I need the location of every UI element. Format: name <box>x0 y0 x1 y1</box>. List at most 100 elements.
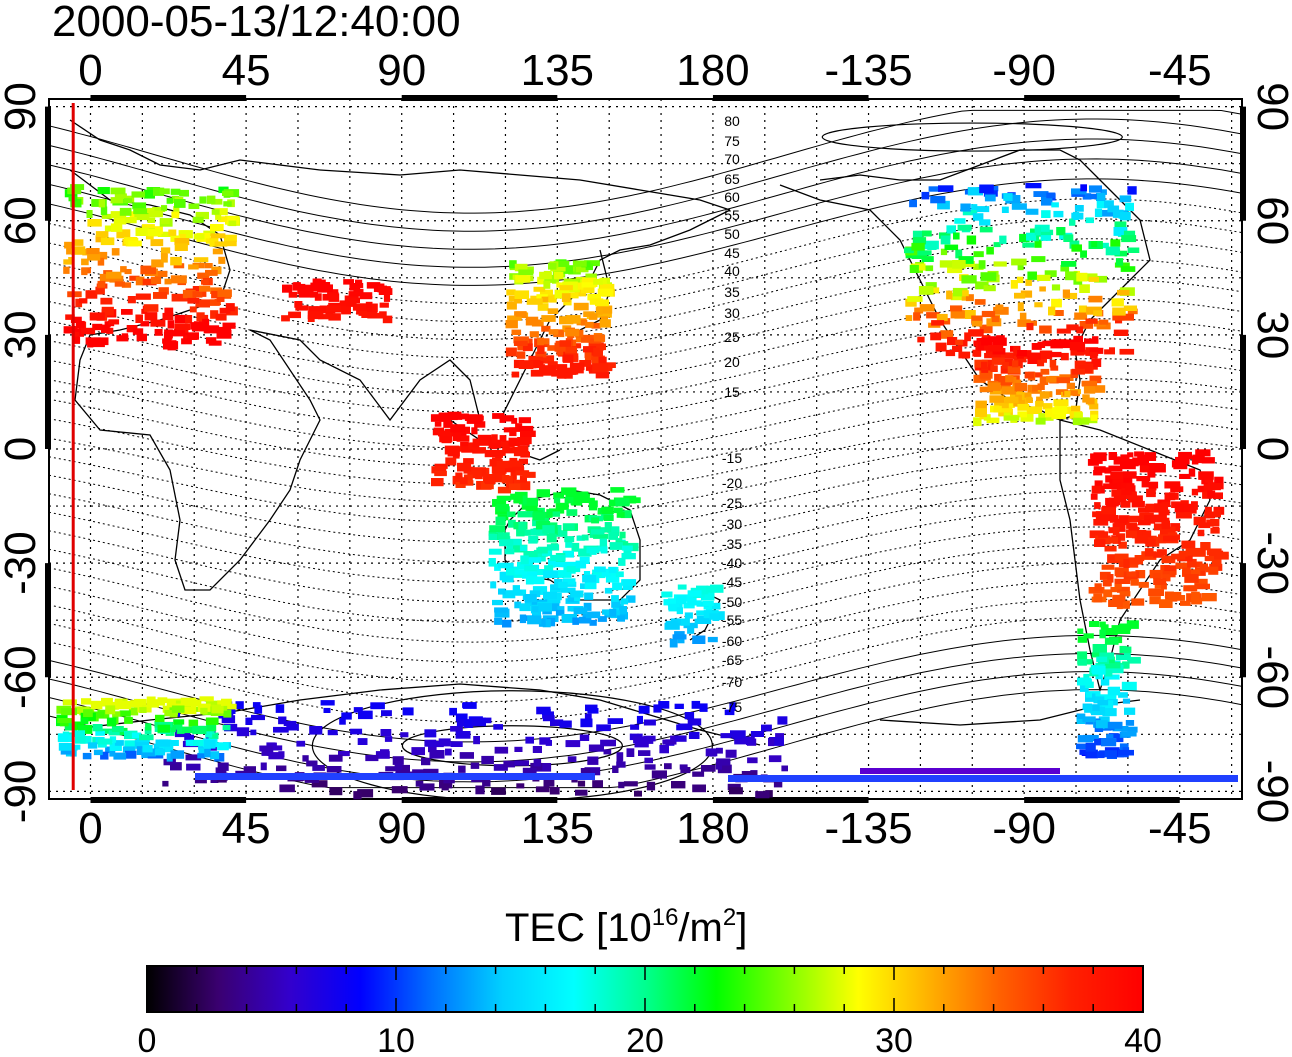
tec-cell <box>566 509 578 516</box>
tec-cell <box>353 707 363 713</box>
tec-cell <box>478 436 493 446</box>
tec-cell <box>105 271 122 279</box>
tec-cell <box>1153 552 1164 558</box>
tec-cell <box>383 294 391 302</box>
tec-cell <box>716 758 731 766</box>
tec-cell <box>1118 313 1134 321</box>
tec-cell <box>1191 456 1199 465</box>
tec-cell <box>989 395 1005 403</box>
tec-cell <box>1073 279 1083 285</box>
tec-cell <box>116 700 132 710</box>
tec-cell <box>626 748 635 757</box>
left-axis-label: -90 <box>0 760 45 824</box>
tec-cell <box>455 472 463 479</box>
tec-cell <box>683 595 697 602</box>
tec-cell <box>661 591 673 598</box>
tec-cell <box>727 783 741 791</box>
tec-cell <box>1077 636 1088 643</box>
tec-cell <box>524 594 537 603</box>
tec-cell <box>513 336 529 344</box>
tec-cell <box>250 729 257 736</box>
tec-cell <box>200 707 208 715</box>
tec-cell <box>1107 205 1120 213</box>
tec-cell <box>168 229 177 236</box>
tec-cell <box>160 218 170 224</box>
tec-cell <box>75 320 85 329</box>
tec-cell <box>110 211 127 219</box>
tec-cell <box>1066 382 1075 389</box>
tec-cell <box>384 736 393 742</box>
tec-cell <box>514 760 529 766</box>
tec-cell <box>684 712 695 720</box>
tec-cell <box>1078 305 1087 313</box>
tec-cell <box>514 601 522 609</box>
tec-cell <box>500 415 515 422</box>
tec-cell <box>171 293 188 302</box>
tec-cell <box>1092 644 1107 653</box>
tec-cell <box>224 234 237 242</box>
tec-cell <box>411 747 425 756</box>
tec-cell <box>190 739 204 747</box>
tec-cell <box>1004 396 1019 404</box>
tec-cell <box>687 718 702 726</box>
tec-cell <box>1018 392 1032 400</box>
tec-cell <box>1089 403 1099 410</box>
tec-cell <box>471 717 486 727</box>
tec-cell <box>1035 400 1044 407</box>
tec-cell <box>174 238 190 246</box>
colorbar-tick-label: 30 <box>875 1022 913 1057</box>
tec-cell <box>974 299 986 305</box>
tec-cell <box>492 599 503 606</box>
tec-cell <box>1076 715 1086 724</box>
tec-cell <box>522 343 533 352</box>
tec-cell <box>328 313 341 321</box>
tec-cell <box>1036 274 1051 281</box>
tec-cell <box>1090 193 1097 200</box>
tec-cell <box>668 603 680 612</box>
tec-cell <box>1134 535 1149 544</box>
tec-cell <box>1100 514 1115 522</box>
tec-cell <box>931 287 940 294</box>
tec-cell <box>750 731 764 737</box>
tec-cell <box>212 248 223 255</box>
tec-cell <box>549 508 565 514</box>
tec-cell <box>1104 545 1117 552</box>
tec-cell <box>542 709 551 715</box>
tec-cell <box>475 785 485 795</box>
tec-cell <box>512 446 527 453</box>
tec-cell <box>585 704 598 712</box>
tec-cell <box>380 729 392 737</box>
tec-cell <box>99 273 110 282</box>
colorbar-tick-label: 40 <box>1124 1022 1162 1057</box>
tec-cell <box>579 497 595 503</box>
tec-cell <box>1150 515 1161 521</box>
tec-cell <box>477 434 492 441</box>
tec-cell <box>441 784 449 791</box>
tec-cell <box>930 332 942 341</box>
tec-cell <box>925 282 937 288</box>
tec-cell <box>1022 242 1035 248</box>
tec-cell <box>1003 415 1020 421</box>
tec-cell <box>1175 509 1192 519</box>
tec-cell <box>1213 509 1221 518</box>
tec-cell <box>205 269 218 276</box>
tec-cell <box>464 719 473 728</box>
tec-cell <box>607 718 623 724</box>
tec-cell <box>1048 306 1056 316</box>
tec-cell <box>1080 184 1087 192</box>
tec-cell <box>964 332 971 342</box>
tec-cell <box>623 781 638 787</box>
tec-cell <box>709 613 719 620</box>
tec-cell <box>1060 264 1070 272</box>
tec-cell <box>706 586 715 593</box>
tec-cell <box>428 744 437 753</box>
tec-cell <box>522 571 538 579</box>
tec-cell <box>560 265 574 274</box>
tec-cell <box>532 576 545 585</box>
tec-cell <box>508 461 523 467</box>
magnetic-contour <box>48 118 1243 232</box>
tec-cell <box>1040 233 1052 241</box>
tec-cell <box>473 736 480 745</box>
tec-cell <box>456 435 470 442</box>
tec-cell <box>993 405 1002 413</box>
